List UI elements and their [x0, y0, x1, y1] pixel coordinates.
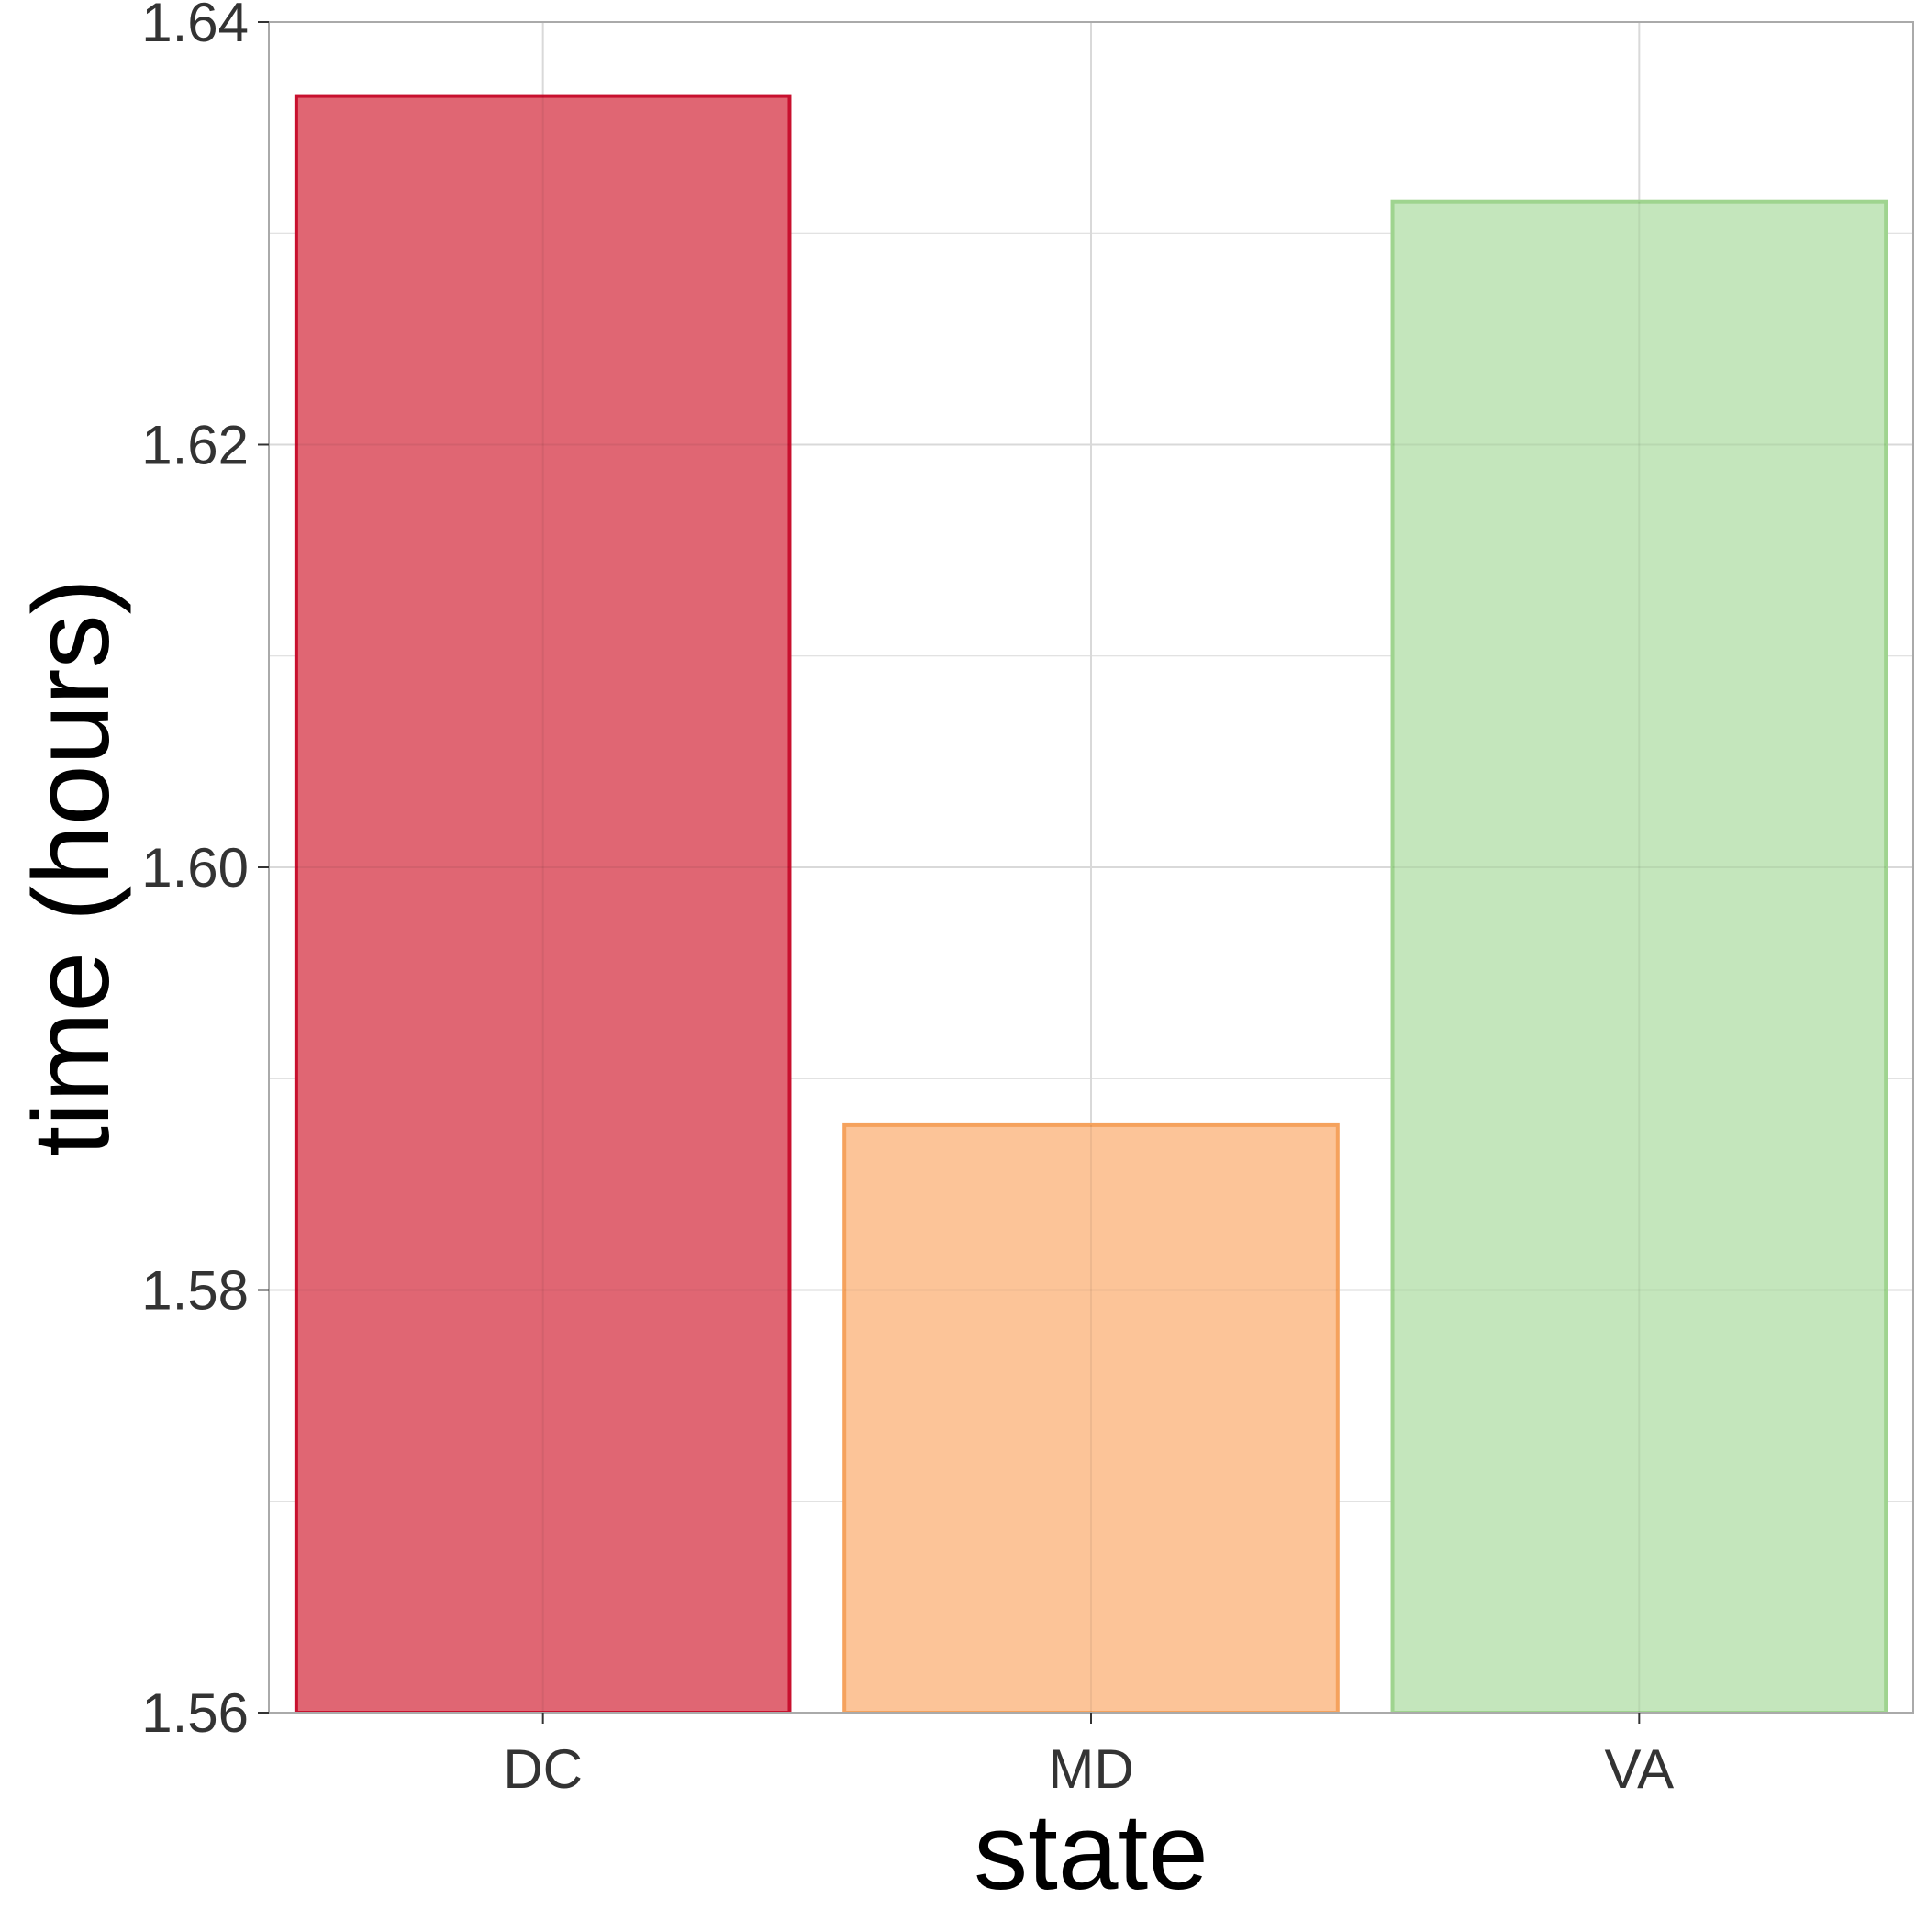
bar-va — [1390, 199, 1888, 1714]
x-tick-label: MD — [1048, 1738, 1133, 1800]
y-tick-label: 1.58 — [141, 1260, 249, 1322]
x-tick-label: DC — [503, 1738, 583, 1800]
bar-dc — [294, 94, 792, 1714]
bars — [294, 94, 1888, 1714]
x-axis-title: state — [974, 1792, 1209, 1913]
y-tick-label: 1.64 — [141, 0, 249, 53]
y-axis-title: time (hours) — [11, 578, 132, 1156]
bar-md — [842, 1122, 1340, 1714]
axis-ticks: 1.56 1.58 1.60 1.62 1.64 DC MD VA — [141, 0, 1674, 1800]
y-tick-label: 1.60 — [141, 837, 249, 899]
x-tick-label: VA — [1605, 1738, 1675, 1800]
y-tick-label: 1.56 — [141, 1682, 249, 1744]
y-tick-label: 1.62 — [141, 415, 249, 476]
